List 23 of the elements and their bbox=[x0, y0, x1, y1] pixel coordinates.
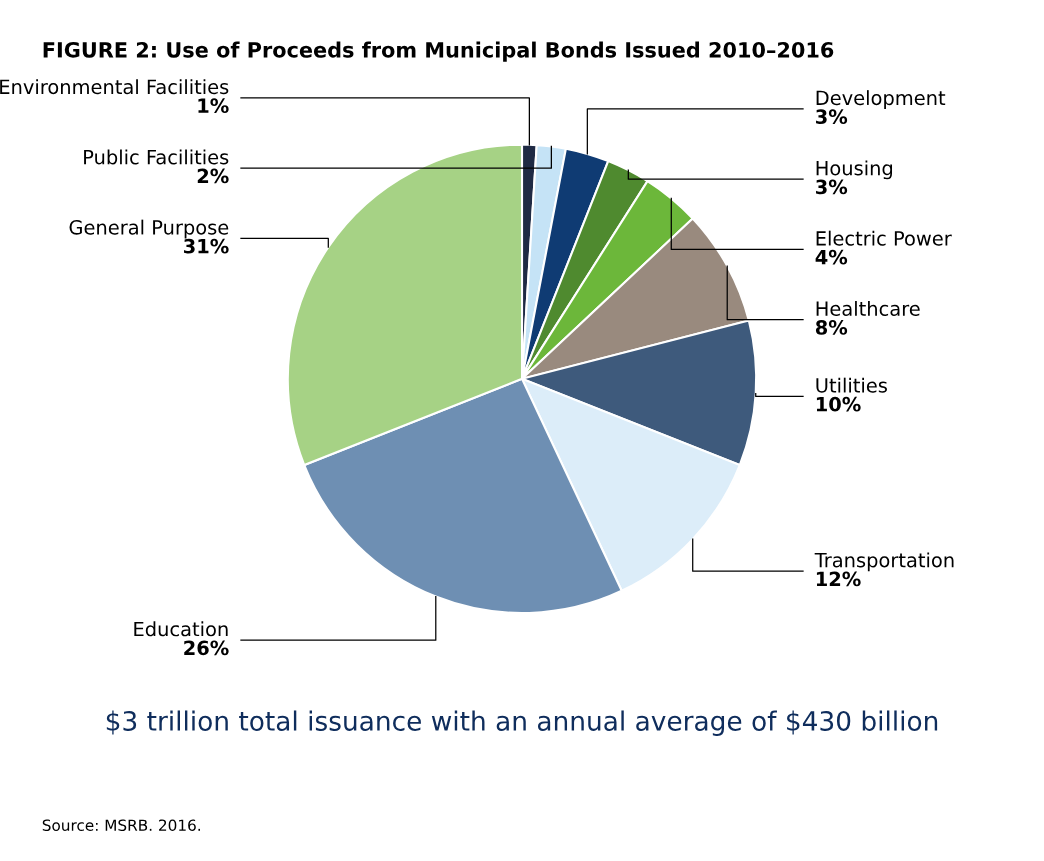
data-label: 3% bbox=[816, 109, 848, 125]
data-label: 8% bbox=[815, 320, 848, 335]
data-label: 10% bbox=[816, 396, 861, 412]
data-label: 1% bbox=[198, 98, 229, 113]
data-label: 31% bbox=[184, 238, 229, 254]
slice-label: Public Facilities bbox=[84, 149, 229, 165]
chart-title: FIGURE 2: Use of Proceeds from Municipal Bonds Issued 2010–2016 bbox=[43, 41, 834, 62]
data-label: 12% bbox=[816, 571, 861, 587]
data-label: 26% bbox=[184, 640, 229, 656]
slice-label: Transportation bbox=[814, 552, 954, 572]
slice-label: General Purpose bbox=[69, 219, 229, 239]
slice-label: Education bbox=[134, 621, 228, 637]
source-note: Source: MSRB. 2016. bbox=[42, 819, 201, 831]
data-label: 4% bbox=[815, 249, 848, 265]
data-label: 3% bbox=[816, 179, 848, 195]
slice-label: Utilities bbox=[816, 377, 887, 393]
slice-label: Environmental Facilities bbox=[0, 79, 229, 95]
slice-label: Electric Power bbox=[816, 230, 952, 246]
slice-label: Healthcare bbox=[816, 300, 920, 316]
slice-label: Development bbox=[816, 90, 946, 109]
data-label: 2% bbox=[197, 168, 229, 184]
text: $3 trillion total issuance with an annual average of $430 billion bbox=[106, 710, 938, 737]
slice-label: Housing bbox=[816, 160, 893, 180]
